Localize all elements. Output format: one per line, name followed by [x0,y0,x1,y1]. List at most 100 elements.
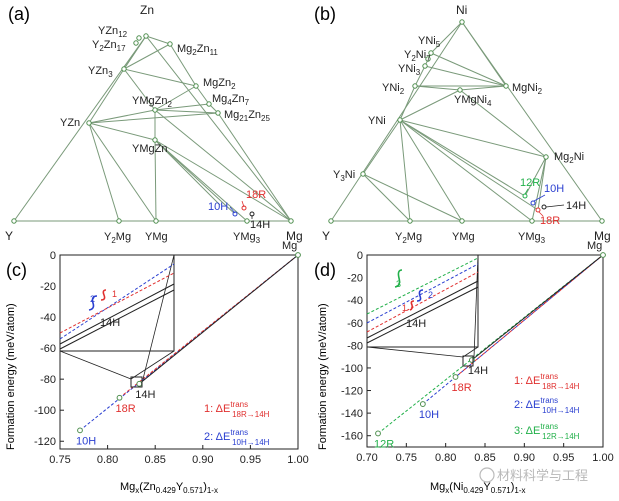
point-Y2Ni7 [425,56,431,62]
point-YMg [153,218,159,224]
y-tick-label: -160 [341,431,363,443]
label-Y2Mg: Y2Mg [104,231,131,245]
label-Y3Ni: Y3Ni [333,169,355,183]
axis-ticks-c: 0.75 0.80 0.85 0.90 0.95 1.00 0 -20 -40 -60 -80 -10… [34,250,309,466]
label-YMgNi4: YMgNi4 [454,94,492,108]
corner-right-a: Mg [286,229,303,243]
label-YNi: YNi [368,115,386,127]
y-tick-label: -80 [347,340,363,352]
label-Y2Zn17: Y2Zn17 [92,39,126,53]
y-tick-label: -80 [40,374,56,386]
y-tick-label: -140 [341,408,363,420]
point-14H-b [541,204,547,210]
point-YMgZn [152,137,158,143]
point-Y2Zn17 [133,40,139,46]
data-point-14H [136,380,143,387]
y-axis-label-c: Formation energy (meV/atom) [5,303,17,450]
data-point-18R [452,374,459,380]
x-tick-label: 0.80 [97,454,118,466]
data-point-18R [116,394,123,401]
legend-c-2: 2: ΔEtrans 10H→14H [204,428,270,447]
label-Mg21Zn25: Mg21Zn25 [224,109,270,123]
ann-12R-b: 12R [520,177,540,189]
inset-mark-d-1: 1 [402,303,407,313]
point-12R-b [522,193,528,199]
legend-d: 1: ΔEtrans 18R→14H 2: ΔEtrans 10H→14H 3: Δ… [514,372,580,441]
phase-points-a [11,33,294,224]
label-Mg4Zn7: Mg4Zn7 [212,93,250,107]
x-tick-label: 0.80 [435,452,456,464]
inset-label-c: 14H [100,317,120,329]
label-YNi5: YNi5 [418,35,441,49]
label-YMg-b: YMg [452,231,475,243]
x-tick-label: 0.75 [396,452,417,464]
label-YMgZn2: YMgZn2 [132,95,172,109]
point-Y2Mg [116,218,122,224]
point-18R-b [535,207,541,213]
y-tick-label: -20 [40,281,56,293]
watermark-text: 材料科学与工程 [497,468,588,483]
point-Mg [288,218,294,224]
y-tick-label: -100 [34,405,56,417]
legend-d-1: 1: ΔEtrans 18R→14H [514,372,580,391]
chart-marks-d: 12R 10H 18R 14H Mg [374,240,606,450]
data-point-10H [419,401,426,407]
x-axis-label-c: Mgx(Zn0.429Y0.571)1-x [120,481,218,495]
y-tick-label: -60 [347,318,363,330]
plot-frame-c [59,254,299,450]
y-tick-label: -120 [341,386,363,398]
label-YNi2: YNi2 [382,82,405,96]
point-MgZn2 [193,83,199,89]
point-YMg3 [244,218,250,224]
panel-c: (c) 0.75 0.80 0.85 0.90 0.95 1.00 0 -20 -40 -60 -8… [5,240,309,495]
point-Ni [459,19,465,25]
panel-d: (d) 0.70 0.75 0.80 0.85 0.90 0.95 1.00 0 -20 -40 -… [314,240,614,495]
x-tick-label: 0.95 [553,452,574,464]
y-tick-label: -60 [40,343,56,355]
x-tick-label: 0.75 [49,454,70,466]
label-YZn12: YZn12 [98,25,128,39]
inset-mark-c-1: 1 [112,289,117,299]
point-Y [11,218,17,224]
point-10H-a [232,211,238,217]
ann-10H-a: 10H [208,201,228,213]
point-YZn [86,120,92,126]
wechat-icon [479,467,495,483]
x-tick-label: 1.00 [287,454,308,466]
corner-left-a: Y [5,229,13,243]
point-YMg3-b [529,218,535,224]
inset-mark-d-2: 2 [428,290,433,300]
data-label-Mg: Mg [282,240,297,252]
label-YNi3: YNi3 [398,63,421,77]
legend-d-3: 3: ΔEtrans 12R→14H [514,422,580,441]
panel-d-label: (d) [314,260,336,280]
y-tick-label: -20 [347,273,363,285]
y-tick-label: -40 [347,295,363,307]
panel-a: (a) [5,3,303,245]
inset-label-d: 14H [406,318,426,330]
point-YNi5 [428,50,434,56]
legend-c-1: 1: ΔEtrans 18R→14H [204,400,270,419]
panel-c-label: (c) [6,260,27,280]
series-line-12R [377,254,604,434]
inset-mark-c-2: 2 [90,294,95,304]
point-Y-b [328,218,334,224]
ann-10H-b: 10H [544,183,564,195]
point-YZn12 [136,35,142,41]
corner-top-a: Zn [140,3,154,17]
point-YMgZn2 [152,107,158,113]
data-label-Mg: Mg [587,240,602,252]
label-YMg3-b: YMg3 [518,231,546,245]
y-tick-label: -100 [341,363,363,375]
series-line-14H [138,254,299,385]
data-point-14H [468,357,475,363]
label-YZn: YZn [60,117,80,129]
point-Y2Mg-b [407,218,413,224]
point-Mg2Zn11 [167,41,173,47]
point-YMg-b [459,218,465,224]
data-point-Mg [600,252,606,258]
label-YMg3: YMg3 [233,231,261,245]
y-tick-label: -120 [34,436,56,448]
point-Mg4Zn7 [206,101,212,107]
